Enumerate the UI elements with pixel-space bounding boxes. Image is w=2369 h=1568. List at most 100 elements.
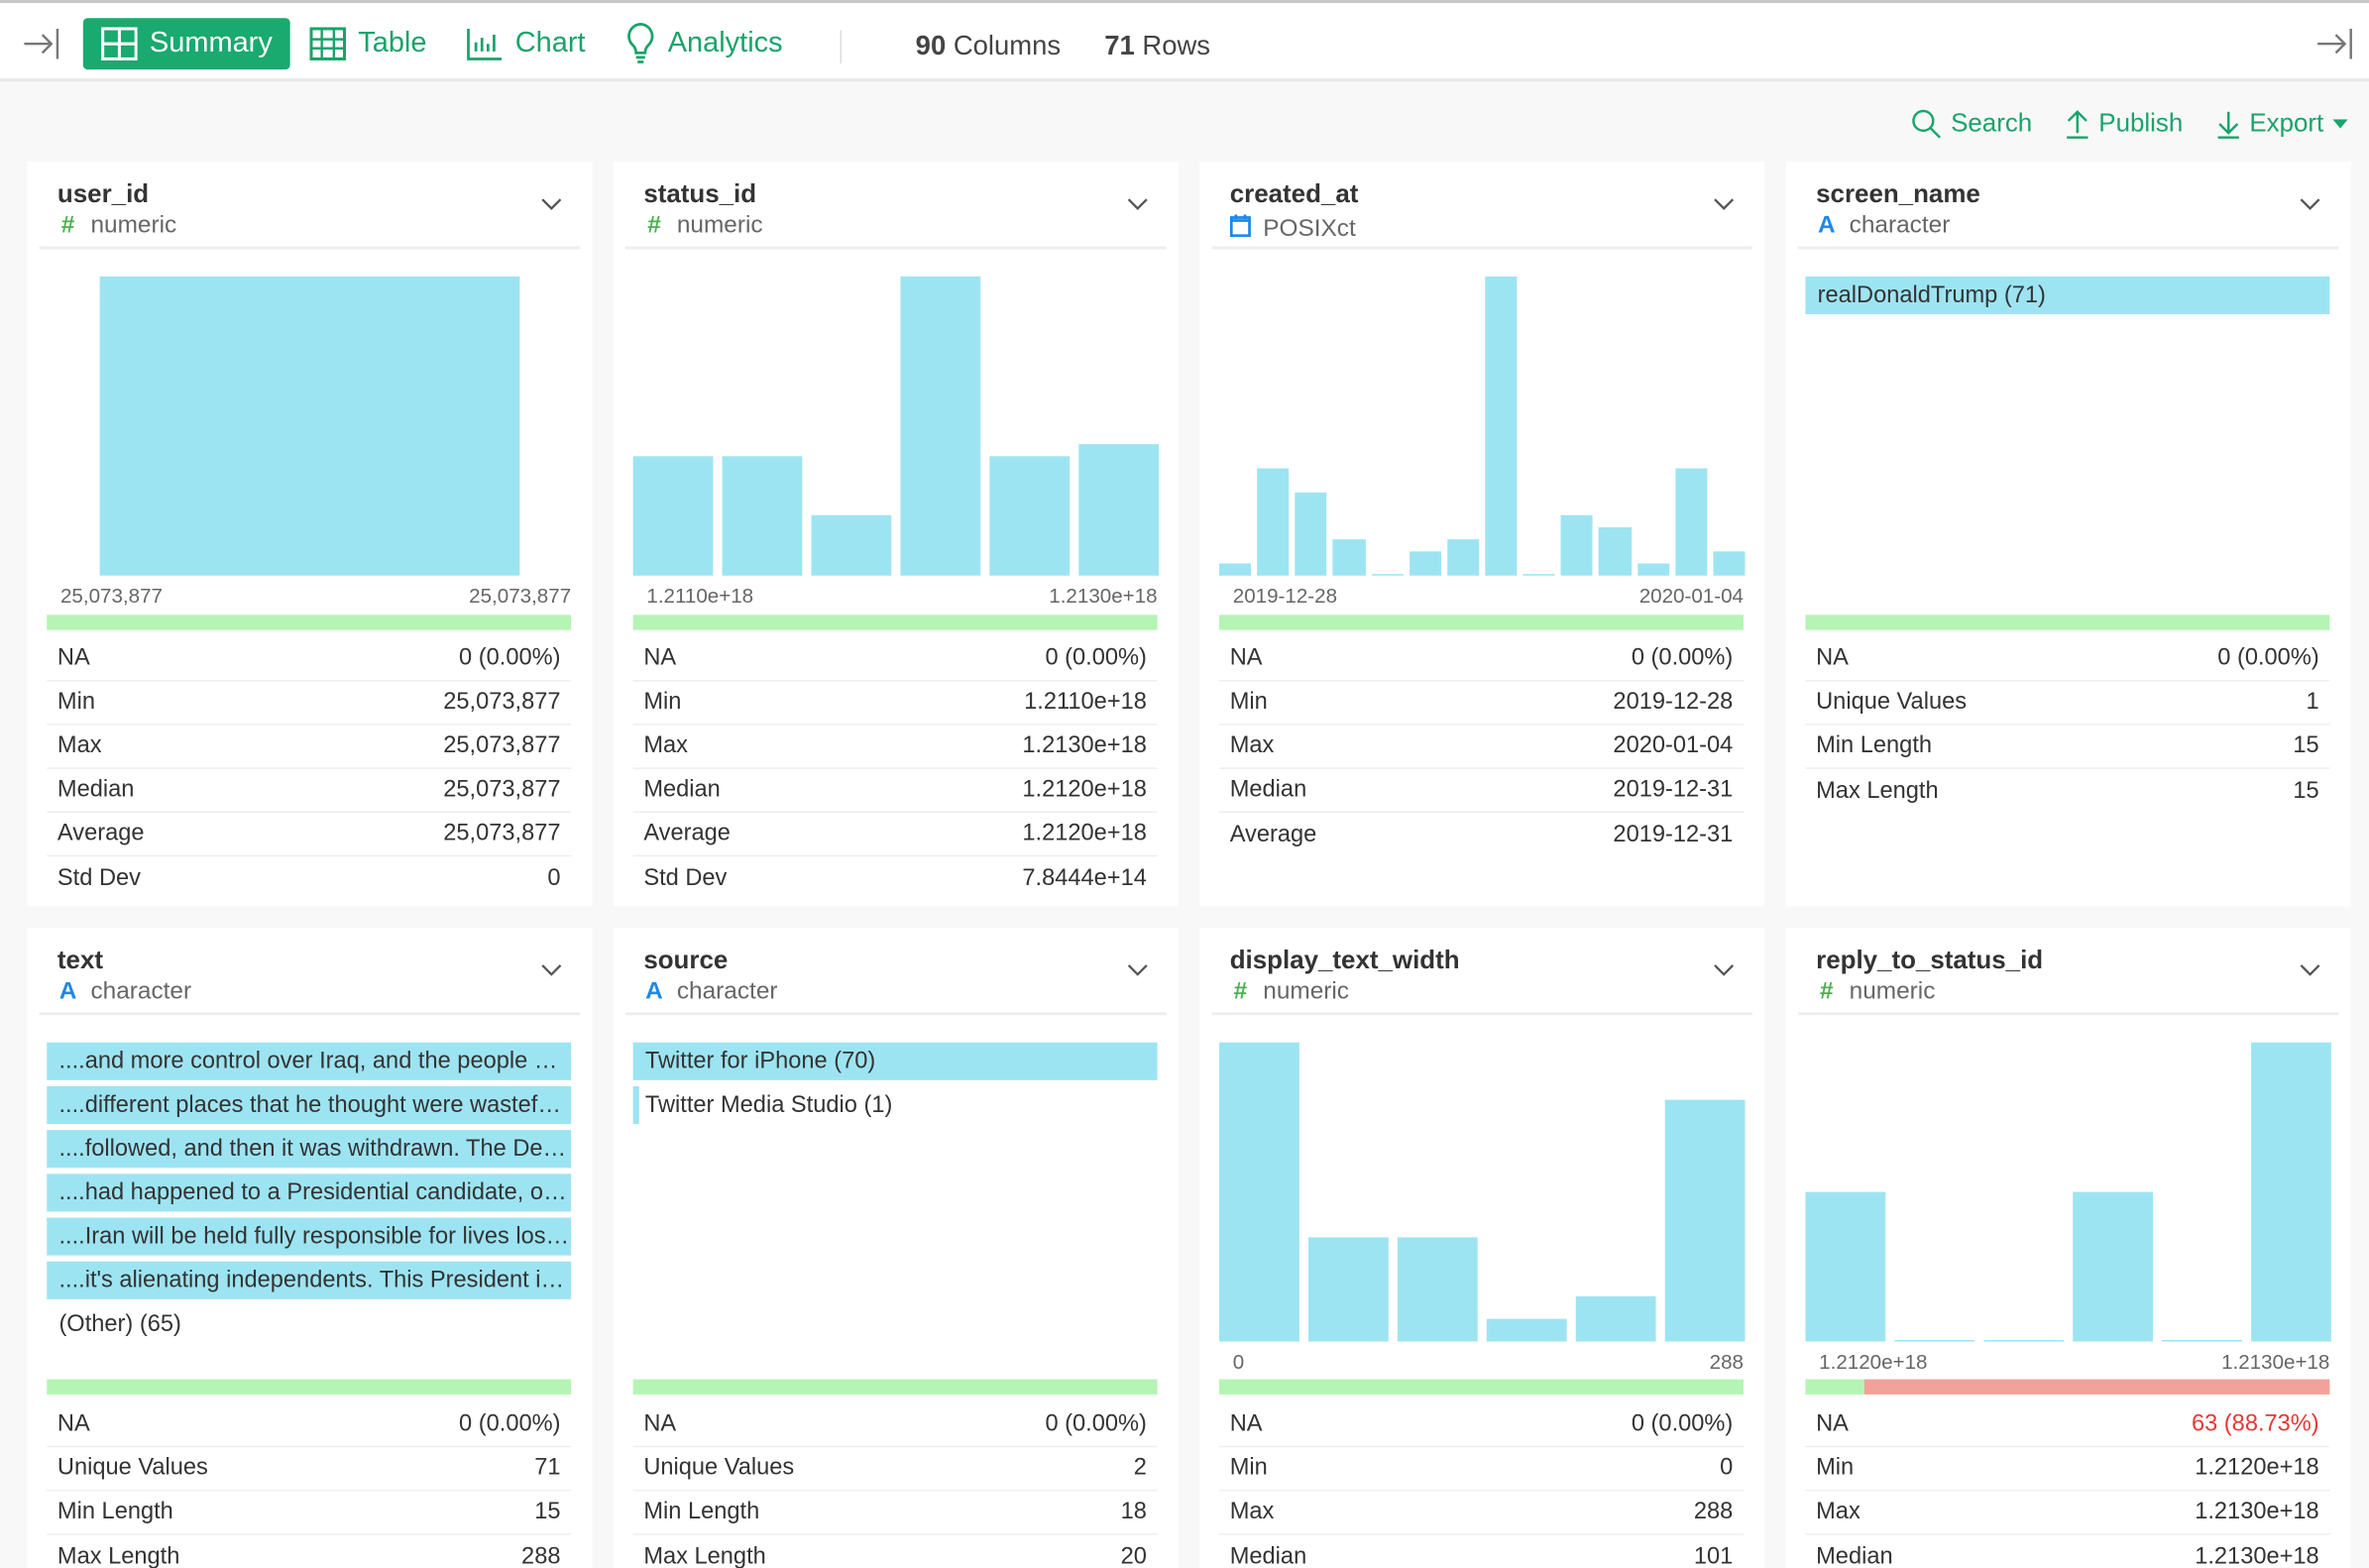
category-bar [47, 1042, 572, 1080]
tab-summary[interactable]: Summary [82, 18, 291, 70]
chevron-down-icon[interactable] [1713, 957, 1735, 984]
tab-table[interactable]: Table [309, 18, 426, 69]
collapse-left-icon[interactable] [21, 27, 60, 67]
stats-row: Unique Values 71 [47, 1447, 572, 1492]
chevron-down-icon[interactable] [1713, 192, 1735, 219]
category-item[interactable]: Twitter Media Studio (1) [632, 1085, 1178, 1125]
histogram-bar[interactable] [1486, 1318, 1567, 1342]
histogram-bar[interactable] [1575, 1295, 1656, 1342]
category-item[interactable]: (Other) (65) [47, 1305, 591, 1343]
column-type-label: character [90, 978, 192, 1005]
stat-label: NA [643, 644, 677, 671]
histogram-bar[interactable] [1523, 574, 1555, 576]
column-type-label: character [676, 978, 778, 1005]
histogram-bar[interactable] [1307, 1238, 1389, 1342]
category-item[interactable]: Twitter for iPhone (70) [632, 1042, 1178, 1080]
tab-analytics[interactable]: Analytics [625, 18, 783, 69]
stats-row: Min 1.2120e+18 [1805, 1447, 2330, 1492]
stats-row: Max 25,073,877 [47, 726, 572, 769]
category-bar [632, 1042, 1158, 1080]
stat-value: 0 (0.00%) [1631, 1410, 1734, 1437]
chevron-down-icon[interactable] [541, 192, 562, 219]
card-header: created_at POSIXct [1211, 162, 1753, 250]
histogram-bar[interactable] [1664, 1099, 1746, 1342]
valid-portion [1219, 1380, 1744, 1395]
column-name: created_at [1229, 179, 1359, 209]
chevron-down-icon[interactable] [2300, 957, 2320, 984]
histogram-bar[interactable] [1078, 443, 1160, 576]
category-item[interactable]: ....had happened to a Presidential candi… [47, 1174, 591, 1212]
histogram-bar[interactable] [1894, 1339, 1975, 1342]
numeric-type-icon: # [647, 212, 661, 239]
histogram-bar[interactable] [1257, 468, 1290, 576]
publish-button[interactable]: Publish [2066, 109, 2183, 139]
histogram-bar[interactable] [2251, 1042, 2331, 1342]
stat-label: Min Length [1816, 732, 1933, 759]
data-quality-bar [632, 1379, 1158, 1395]
chevron-down-icon[interactable] [1127, 957, 1148, 984]
histogram-bar[interactable] [2162, 1339, 2242, 1342]
histogram-bar[interactable] [1485, 276, 1518, 576]
collapse-right-icon[interactable] [2314, 27, 2354, 67]
histogram-bar[interactable] [1333, 539, 1366, 576]
histogram-bar[interactable] [632, 456, 714, 576]
histogram-bar[interactable] [1674, 468, 1708, 576]
stats-row: Max Length 288 [47, 1535, 571, 1568]
stats-row: Max Length 20 [633, 1535, 1158, 1568]
category-item[interactable]: ....Iran will be held fully responsible … [47, 1217, 591, 1256]
stats-table: NA 0 (0.00%) Min 25,073,877 Max 25,073,877 Med… [47, 637, 572, 900]
histogram-bar[interactable] [900, 276, 981, 576]
stat-label: Max [56, 732, 102, 759]
histogram-bar[interactable] [1295, 492, 1327, 576]
histogram-bar[interactable] [1219, 1042, 1299, 1342]
category-bar [47, 1261, 572, 1299]
chevron-down-icon[interactable] [2300, 192, 2320, 219]
histogram-bar[interactable] [1219, 563, 1252, 576]
histogram-bar[interactable] [1371, 574, 1404, 576]
card-header: status_id # numeric [625, 162, 1167, 250]
tab-label: Summary [149, 27, 273, 59]
column-type-label: numeric [1263, 978, 1349, 1005]
category-list: Twitter for iPhone (70) Twitter Media Stu… [632, 1042, 1178, 1130]
histogram-bar[interactable] [722, 456, 803, 576]
chevron-down-icon[interactable] [1127, 192, 1148, 219]
tab-chart[interactable]: Chart [467, 18, 586, 69]
category-item[interactable]: ....followed, and then it was withdrawn.… [47, 1130, 591, 1169]
histogram-bar[interactable] [1397, 1238, 1478, 1342]
category-item[interactable]: ....it's alienating independents. This P… [47, 1261, 591, 1299]
category-item[interactable]: ....and more control over Iraq, and the … [47, 1042, 591, 1080]
stats-table: NA 63 (88.73%) Min 1.2120e+18 Max 1.2130e+18 M… [1805, 1403, 2330, 1568]
stats-table: NA 0 (0.00%) Min 2019-12-28 Max 2020-01-04 Med… [1219, 637, 1744, 856]
histogram-bar[interactable] [1805, 1191, 1886, 1342]
stats-table: NA 0 (0.00%) Min 0 Max 288 Median 101 [1219, 1403, 1744, 1568]
stat-value: 1.2120e+18 [1022, 776, 1147, 803]
column-name: status_id [643, 179, 757, 209]
tab-label: Chart [514, 27, 586, 59]
stats-row: Median 1.2120e+18 [632, 769, 1158, 814]
table-icon [309, 27, 347, 60]
histogram-bar[interactable] [99, 276, 520, 576]
category-item[interactable]: realDonaldTrump (71) [1805, 276, 2349, 315]
character-type-icon: A [645, 978, 663, 1005]
data-quality-bar [1219, 615, 1744, 630]
category-item[interactable]: ....different places that he thought wer… [47, 1085, 591, 1125]
histogram-bar[interactable] [2073, 1191, 2154, 1342]
stats-row: NA 0 (0.00%) [1219, 637, 1744, 682]
histogram-bar[interactable] [811, 515, 892, 576]
histogram-bar[interactable] [1713, 551, 1746, 576]
histogram-bar[interactable] [1599, 527, 1632, 576]
histogram-bar[interactable] [1446, 539, 1480, 576]
histogram-bar[interactable] [989, 456, 1071, 576]
histogram-bar[interactable] [1560, 515, 1594, 576]
histogram-bar[interactable] [1983, 1339, 2065, 1342]
search-button[interactable]: Search [1911, 109, 2032, 139]
stat-label: NA [1816, 644, 1849, 671]
histogram-bar[interactable] [1636, 563, 1669, 576]
export-button[interactable]: Export [2216, 109, 2348, 139]
chevron-down-icon[interactable] [541, 957, 562, 984]
valid-portion [633, 1380, 1158, 1395]
column-name: screen_name [1816, 179, 1980, 209]
histogram-bar[interactable] [1409, 551, 1441, 576]
stat-value: 63 (88.73%) [2191, 1410, 2319, 1437]
